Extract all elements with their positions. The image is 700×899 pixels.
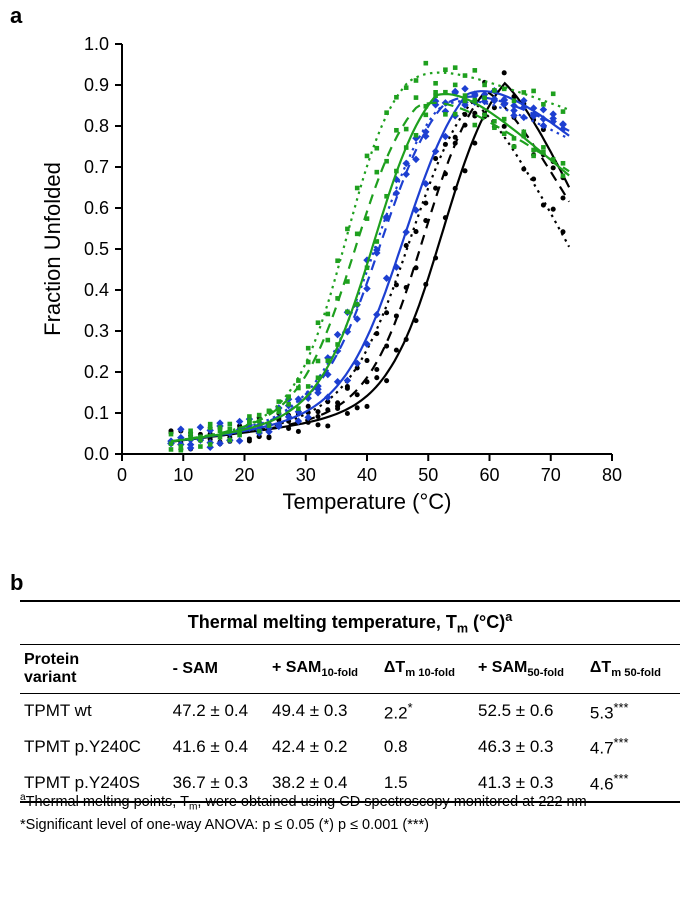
footnote-a-t1: Thermal melting points, T (26, 794, 189, 810)
col-sam50-s: 50-fold (527, 667, 564, 679)
svg-text:0.8: 0.8 (84, 116, 109, 136)
svg-text:0.4: 0.4 (84, 280, 109, 300)
svg-text:50: 50 (418, 465, 438, 485)
col-dtm50-s: m 50-fold (611, 667, 661, 679)
figure-page: a b 010203040506070800.00.10.20.30.40.50… (0, 0, 700, 899)
panel-a-label: a (10, 3, 22, 29)
col-dtm10: ΔTm 10-fold (380, 644, 474, 693)
svg-text:0.3: 0.3 (84, 321, 109, 341)
col-sam10: + SAM10-fold (268, 644, 380, 693)
table-row: TPMT p.Y240C41.6 ± 0.442.4 ± 0.20.846.3 … (20, 729, 680, 765)
svg-text:0.9: 0.9 (84, 75, 109, 95)
svg-text:80: 80 (602, 465, 622, 485)
svg-text:0.1: 0.1 (84, 403, 109, 423)
col-nosam: - SAM (169, 644, 268, 693)
table-row: TPMT wt47.2 ± 0.449.4 ± 0.32.2*52.5 ± 0.… (20, 693, 680, 729)
svg-text:0.7: 0.7 (84, 157, 109, 177)
table-title-sup: a (505, 610, 512, 624)
svg-text:10: 10 (173, 465, 193, 485)
svg-text:0: 0 (117, 465, 127, 485)
table-cell: 47.2 ± 0.4 (169, 693, 268, 729)
col-dtm10-s: m 10-fold (405, 667, 455, 679)
melting-curve-chart: 0 10 20 30 40 50 60 70 80 0.0 0.1 0.2 0.3 0.4 0.5 0.6 0.… (34, 30, 624, 520)
table-cell: TPMT wt (20, 693, 169, 729)
table-cell: 52.5 ± 0.6 (474, 693, 586, 729)
table-header-row: Protein variant - SAM + SAM10-fold ΔTm 1… (20, 644, 680, 693)
svg-text:70: 70 (541, 465, 561, 485)
table-cell: 49.4 ± 0.3 (268, 693, 380, 729)
col-sam50: + SAM50-fold (474, 644, 586, 693)
table-title: Thermal melting temperature, Tm (°C)a (20, 601, 680, 644)
tm-table: Thermal melting temperature, Tm (°C)a Pr… (20, 600, 680, 803)
svg-text:1.0: 1.0 (84, 34, 109, 54)
svg-text:60: 60 (479, 465, 499, 485)
col-dtm50-t: ΔT (590, 659, 611, 676)
svg-text:0.0: 0.0 (84, 444, 109, 464)
table-cell: 5.3*** (586, 693, 680, 729)
svg-text:40: 40 (357, 465, 377, 485)
table-cell: 42.4 ± 0.2 (268, 729, 380, 765)
svg-text:30: 30 (296, 465, 316, 485)
footnote-b: *Significant level of one-way ANOVA: p ≤… (20, 815, 680, 837)
col-sam50-t: + SAM (478, 659, 527, 676)
panel-b-label: b (10, 570, 23, 596)
footnotes: aThermal melting points, Tm, were obtain… (20, 790, 680, 837)
table-title-sub: m (457, 622, 468, 636)
col-sam10-s: 10-fold (321, 667, 358, 679)
table-title-text: Thermal melting temperature, T (188, 612, 457, 632)
svg-text:0.2: 0.2 (84, 362, 109, 382)
col-dtm10-t: ΔT (384, 659, 405, 676)
table-cell: TPMT p.Y240C (20, 729, 169, 765)
col-protein: Protein variant (20, 644, 169, 693)
svg-text:Temperature (°C): Temperature (°C) (283, 489, 452, 514)
svg-text:20: 20 (234, 465, 254, 485)
col-protein-l1: Protein (24, 651, 79, 668)
footnote-a: aThermal melting points, Tm, were obtain… (20, 790, 680, 815)
col-dtm50: ΔTm 50-fold (586, 644, 680, 693)
table-cell: 0.8 (380, 729, 474, 765)
footnote-a-t2: , were obtained using CD spectroscopy mo… (197, 794, 586, 810)
table-title-unit: (°C) (468, 612, 505, 632)
col-sam10-t: + SAM (272, 659, 321, 676)
svg-text:Fraction Unfolded: Fraction Unfolded (40, 162, 65, 336)
svg-text:0.5: 0.5 (84, 239, 109, 259)
table-cell: 2.2* (380, 693, 474, 729)
col-protein-l2: variant (24, 669, 76, 686)
svg-text:0.6: 0.6 (84, 198, 109, 218)
table-cell: 46.3 ± 0.3 (474, 729, 586, 765)
table-cell: 41.6 ± 0.4 (169, 729, 268, 765)
table-cell: 4.7*** (586, 729, 680, 765)
